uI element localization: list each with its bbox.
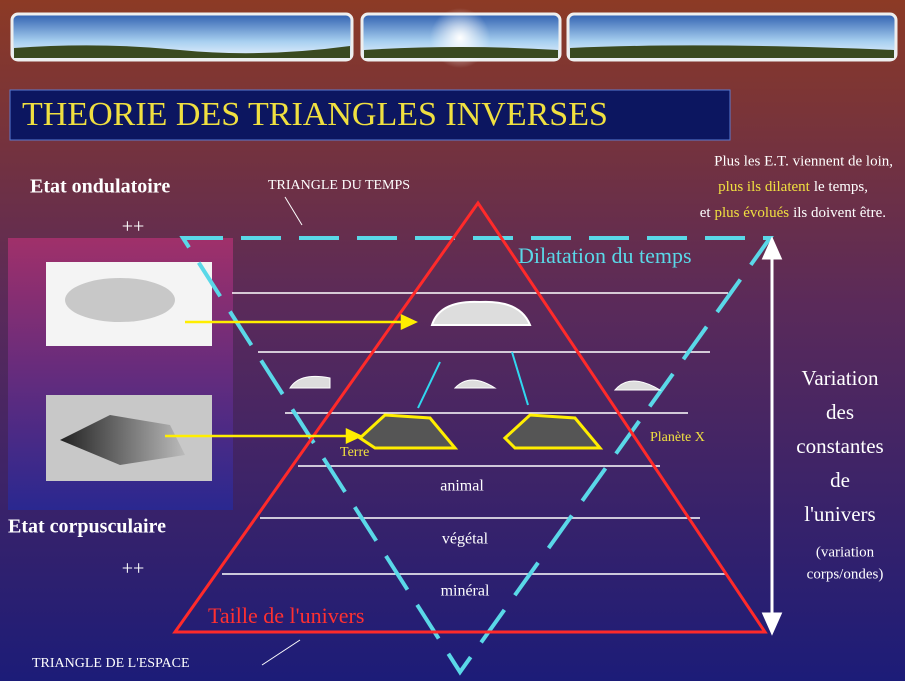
- label: ++: [122, 216, 145, 238]
- level: végétal: [442, 531, 489, 548]
- label: Taille de l'univers: [208, 603, 364, 628]
- banner: [12, 8, 896, 68]
- text: le temps,: [814, 179, 868, 195]
- label: TRIANGLE DE L'ESPACE: [32, 656, 190, 671]
- label: Etat ondulatoire: [30, 176, 170, 198]
- level: minéral: [441, 583, 490, 600]
- axis-label: constantes: [796, 434, 883, 458]
- label: ++: [122, 558, 145, 580]
- highlight: plus ils dilatent: [718, 179, 810, 195]
- axis-label: Variation: [802, 366, 879, 390]
- page: THEORIE DES TRIANGLES INVERSES Etat ondu…: [0, 0, 905, 681]
- cloud: [65, 278, 175, 322]
- axis-label: l'univers: [804, 502, 875, 526]
- title: THEORIE DES TRIANGLES INVERSES: [22, 96, 608, 133]
- highlight: plus évolués: [715, 205, 790, 221]
- axis-label: (variation: [816, 544, 875, 560]
- label: Terre: [340, 445, 369, 460]
- label: Etat corpusculaire: [8, 516, 166, 538]
- text: ils doivent être.: [793, 205, 886, 221]
- axis-label: corps/ondes): [807, 566, 884, 582]
- axis-label: de: [830, 468, 850, 492]
- label: Planète X: [650, 430, 705, 445]
- label: TRIANGLE DU TEMPS: [268, 178, 410, 193]
- level: animal: [440, 478, 484, 495]
- axis-label: des: [826, 400, 854, 424]
- note-line: Plus les E.T. viennent de loin,: [714, 153, 893, 169]
- text: et: [700, 205, 712, 221]
- label: Dilatation du temps: [518, 243, 692, 268]
- diagram: THEORIE DES TRIANGLES INVERSES Etat ondu…: [0, 0, 905, 681]
